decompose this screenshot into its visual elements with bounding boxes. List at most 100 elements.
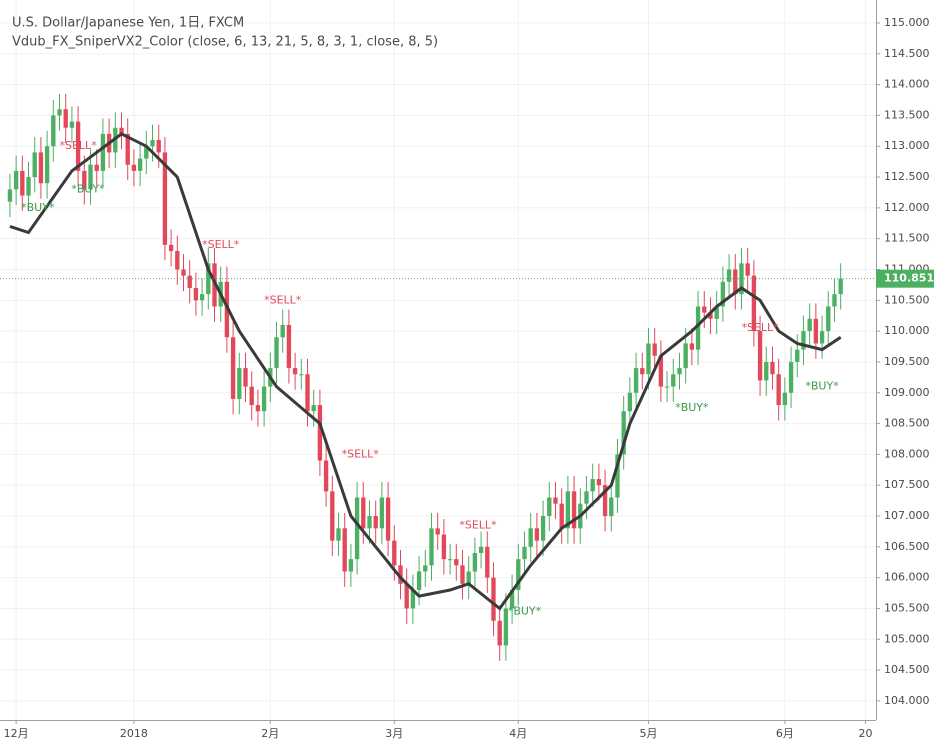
candle-body [801, 331, 806, 350]
candle-body [757, 331, 763, 381]
candle-body [590, 479, 595, 492]
candle-body [770, 361, 775, 375]
candle-body [137, 158, 143, 171]
candle-body [596, 479, 602, 486]
candle-body [330, 491, 335, 541]
candle-body [664, 386, 670, 388]
candle-body [7, 189, 13, 202]
candle-body [57, 109, 62, 116]
candle-body [621, 411, 626, 455]
candle-body [299, 374, 304, 376]
candle-body [237, 368, 242, 399]
chart-title: U.S. Dollar/Japanese Yen, 1日, FXCM [12, 16, 244, 31]
candle-body [615, 454, 620, 498]
candle-body [168, 244, 174, 252]
candle-body [819, 331, 825, 344]
y-tick-label: 110.000 [884, 324, 930, 337]
candle-body [795, 349, 800, 362]
candle-body [695, 306, 701, 350]
candle-body [181, 269, 186, 276]
signal-label: *SELL* [459, 518, 497, 531]
y-tick-label: 111.500 [884, 232, 930, 245]
candle-body [336, 528, 341, 541]
y-tick-label: 114.500 [884, 47, 930, 60]
candle-body [119, 127, 124, 134]
candle-body [292, 368, 298, 375]
candle-body [44, 146, 50, 184]
candle-body [745, 263, 750, 276]
candle-body [342, 528, 347, 572]
moving-average [9, 132, 842, 611]
candle-body [255, 405, 261, 412]
candle-body [807, 318, 812, 332]
candle-body [720, 281, 726, 307]
x-tick-label: 5月 [639, 727, 657, 740]
candle-body [69, 121, 75, 128]
signal-label: *BUY* [508, 605, 542, 618]
candle-body [671, 374, 676, 387]
signal-label: *BUY* [71, 182, 105, 195]
candle-body [658, 355, 664, 387]
signal-label: *BUY* [21, 201, 55, 214]
x-tick-label: 2月 [261, 727, 279, 740]
candle-body [609, 497, 614, 517]
signal-label: *BUY* [805, 380, 839, 393]
last-price-tag [876, 269, 934, 288]
candle-body [751, 275, 757, 332]
candle-body [125, 133, 130, 165]
candle-body [32, 152, 37, 178]
candle-body [193, 287, 199, 301]
candle-body [88, 164, 93, 190]
candle-body [640, 368, 645, 375]
candle-body [472, 552, 478, 572]
y-tick-label: 108.500 [884, 417, 930, 430]
candle-body [733, 269, 738, 295]
candle-body [416, 571, 422, 590]
candle-body [534, 528, 540, 541]
x-tick-label: 4月 [509, 727, 527, 740]
signal-label: *SELL* [741, 321, 779, 334]
candle-body [776, 374, 781, 406]
y-tick-label: 115.000 [884, 16, 930, 29]
candle-body [150, 140, 155, 147]
candle-body [689, 343, 695, 350]
candle-body [410, 589, 416, 609]
candle-body [584, 491, 589, 504]
candle-body [435, 528, 440, 535]
y-tick-label: 105.000 [884, 632, 930, 645]
y-tick-label: 106.000 [884, 571, 930, 584]
signal-label: *SELL* [264, 293, 302, 306]
candle-body [677, 368, 682, 375]
signal-label: *SELL* [342, 447, 380, 460]
candle-body [708, 312, 713, 319]
candle-body [317, 405, 323, 461]
candle-body [633, 368, 639, 393]
candle-body [82, 170, 87, 190]
candle-body [305, 374, 310, 412]
x-tick-label: 2018 [120, 727, 148, 740]
indicator-label: Vdub_FX_SniperVX2_Color (close, 6, 13, 2… [12, 35, 438, 50]
y-tick-label: 112.000 [884, 201, 930, 214]
candle-body [156, 140, 161, 153]
candle-body [199, 294, 205, 301]
candle-body [460, 565, 465, 584]
candle-body [646, 343, 651, 375]
candle-body [373, 516, 378, 529]
candle-body [38, 152, 44, 184]
candle-body [63, 109, 68, 128]
candle-body [367, 516, 372, 529]
x-tick-label: 6月 [776, 727, 794, 740]
candle-body [485, 546, 490, 578]
candle-body [782, 392, 788, 406]
candle-body [522, 546, 527, 560]
candle-body [497, 620, 502, 646]
y-tick-label: 112.500 [884, 170, 930, 183]
candle-body [75, 121, 81, 171]
candle-body [559, 503, 564, 529]
candle-body [565, 491, 571, 529]
candle-body [429, 528, 434, 566]
candle-body [26, 177, 31, 196]
signal-label: *BUY* [675, 401, 709, 414]
candle-body [131, 164, 137, 171]
